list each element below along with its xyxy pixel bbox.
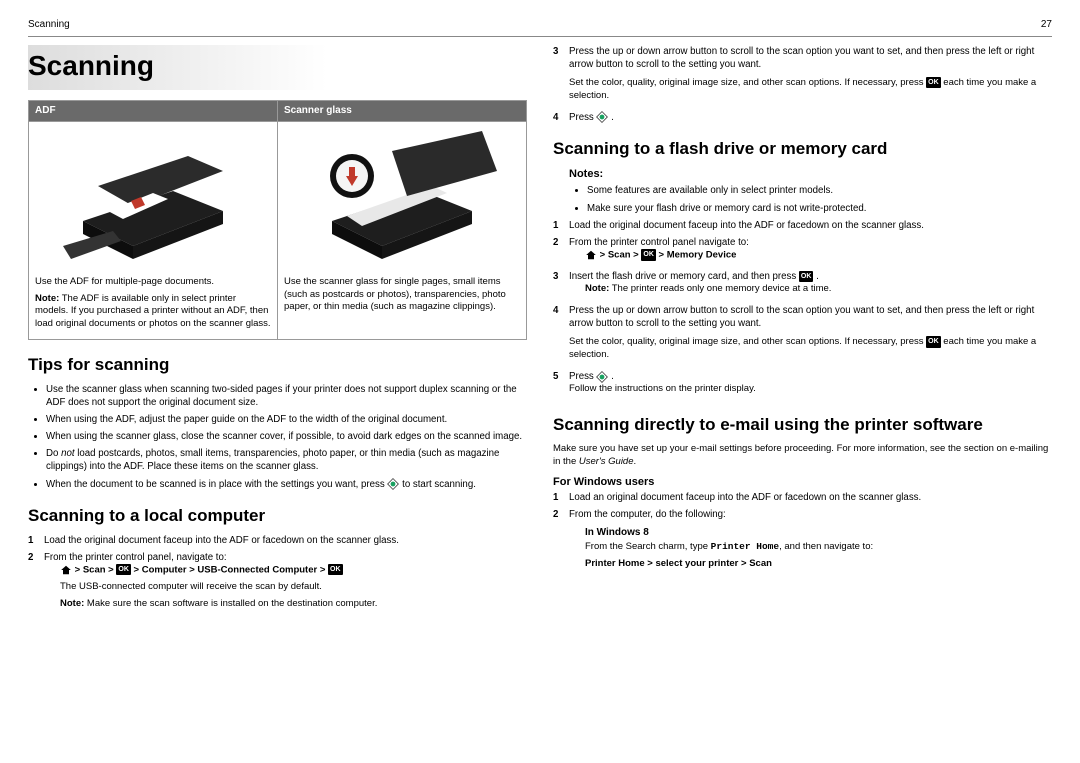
flash-path: > Scan > OK > Memory Device [585, 249, 749, 262]
ok-icon: OK [641, 249, 656, 260]
flash-step2: From the printer control panel navigate … [569, 236, 749, 249]
flash-step4: Press the up or down arrow button to scr… [569, 304, 1052, 330]
note-label: Note: [35, 293, 59, 304]
win8-path: Printer Home > select your printer > Sca… [585, 558, 873, 571]
ok-icon: OK [116, 564, 131, 575]
tip-item: When using the scanner glass, close the … [46, 430, 527, 443]
home-icon [585, 249, 597, 261]
email-step2: From the computer, do the following: [569, 508, 873, 521]
email-win-heading: For Windows users [553, 475, 1052, 490]
email-heading: Scanning directly to e-mail using the pr… [553, 414, 1052, 437]
email-intro: Make sure you have set up your e-mail se… [553, 443, 1052, 469]
flash-heading: Scanning to a flash drive or memory card [553, 138, 1052, 161]
glass-use-text: Use the scanner glass for single pages, … [284, 276, 520, 314]
local-heading: Scanning to a local computer [28, 505, 527, 528]
win8-line: From the Search charm, type Printer Home… [585, 541, 873, 554]
scanner-glass-icon [302, 131, 502, 271]
flash-steps: 1Load the original document faceup into … [553, 219, 1052, 400]
start-icon [387, 478, 399, 490]
rt-step3: Press the up or down arrow button to scr… [569, 45, 1052, 71]
flash-step5: Press . [569, 370, 756, 383]
header-page-num: 27 [1041, 18, 1052, 32]
th-adf: ADF [29, 101, 278, 122]
flash-step3: Insert the flash drive or memory card, a… [569, 270, 831, 283]
adf-note-text: The ADF is available only in select prin… [35, 293, 271, 330]
left-column: Scanning ADF Scanner glass [28, 45, 527, 619]
ok-icon: OK [799, 271, 814, 282]
flash-note2: Make sure your flash drive or memory car… [587, 202, 1052, 215]
right-top-steps: 3 Press the up or down arrow button to s… [553, 45, 1052, 124]
start-icon [596, 371, 608, 383]
tip-item: Use the scanner glass when scanning two-… [46, 383, 527, 409]
local-step1: Load the original document faceup into t… [44, 534, 399, 547]
adf-use-text: Use the ADF for multiple-page documents. [35, 276, 271, 289]
home-icon [60, 564, 72, 576]
flash-step4-sub: Set the color, quality, original image s… [569, 336, 1052, 362]
rt-step4: Press . [569, 111, 614, 124]
header-section: Scanning [28, 18, 70, 32]
right-column: 3 Press the up or down arrow button to s… [553, 45, 1052, 619]
local-path: > Scan > OK > Computer > USB-Connected C… [60, 564, 377, 577]
flash-step5-follow: Follow the instructions on the printer d… [569, 383, 756, 396]
start-icon [596, 111, 608, 123]
cell-glass-image: Use the scanner glass for single pages, … [278, 121, 527, 339]
flash-step3-note: Note: The printer reads only one memory … [585, 283, 831, 296]
email-steps: 1Load an original document faceup into t… [553, 491, 1052, 574]
ok-icon: OK [328, 564, 343, 575]
email-step1: Load an original document faceup into th… [569, 491, 921, 504]
th-glass: Scanner glass [278, 101, 527, 122]
tip-item: Do not load postcards, photos, small ite… [46, 447, 527, 473]
page-title: Scanning [28, 45, 527, 91]
ok-icon: OK [926, 336, 941, 347]
tip-item: When the document to be scanned is in pl… [46, 478, 527, 491]
page-header: Scanning 27 [28, 18, 1052, 32]
local-usb-note: The USB-connected computer will receive … [60, 581, 377, 594]
notes-label: Notes: [569, 167, 1052, 182]
tips-list: Use the scanner glass when scanning two-… [28, 383, 527, 491]
local-steps: 1Load the original document faceup into … [28, 534, 527, 615]
scanner-table: ADF Scanner glass [28, 100, 527, 340]
cell-adf-image: Use the ADF for multiple-page documents.… [29, 121, 278, 339]
tips-heading: Tips for scanning [28, 354, 527, 377]
local-step2: From the printer control panel, navigate… [44, 551, 377, 564]
flash-notes-block: Notes: Some features are available only … [569, 167, 1052, 215]
local-note: Note: Make sure the scan software is ins… [60, 598, 377, 611]
rt-step3-sub: Set the color, quality, original image s… [569, 77, 1052, 103]
tip-item: When using the ADF, adjust the paper gui… [46, 413, 527, 426]
win8-heading: In Windows 8 [585, 526, 873, 540]
adf-note: Note: The ADF is available only in selec… [35, 293, 271, 331]
header-rule [28, 36, 1052, 37]
flash-note1: Some features are available only in sele… [587, 184, 1052, 197]
adf-printer-icon [53, 131, 253, 271]
ok-icon: OK [926, 77, 941, 88]
flash-step1: Load the original document faceup into t… [569, 219, 924, 232]
